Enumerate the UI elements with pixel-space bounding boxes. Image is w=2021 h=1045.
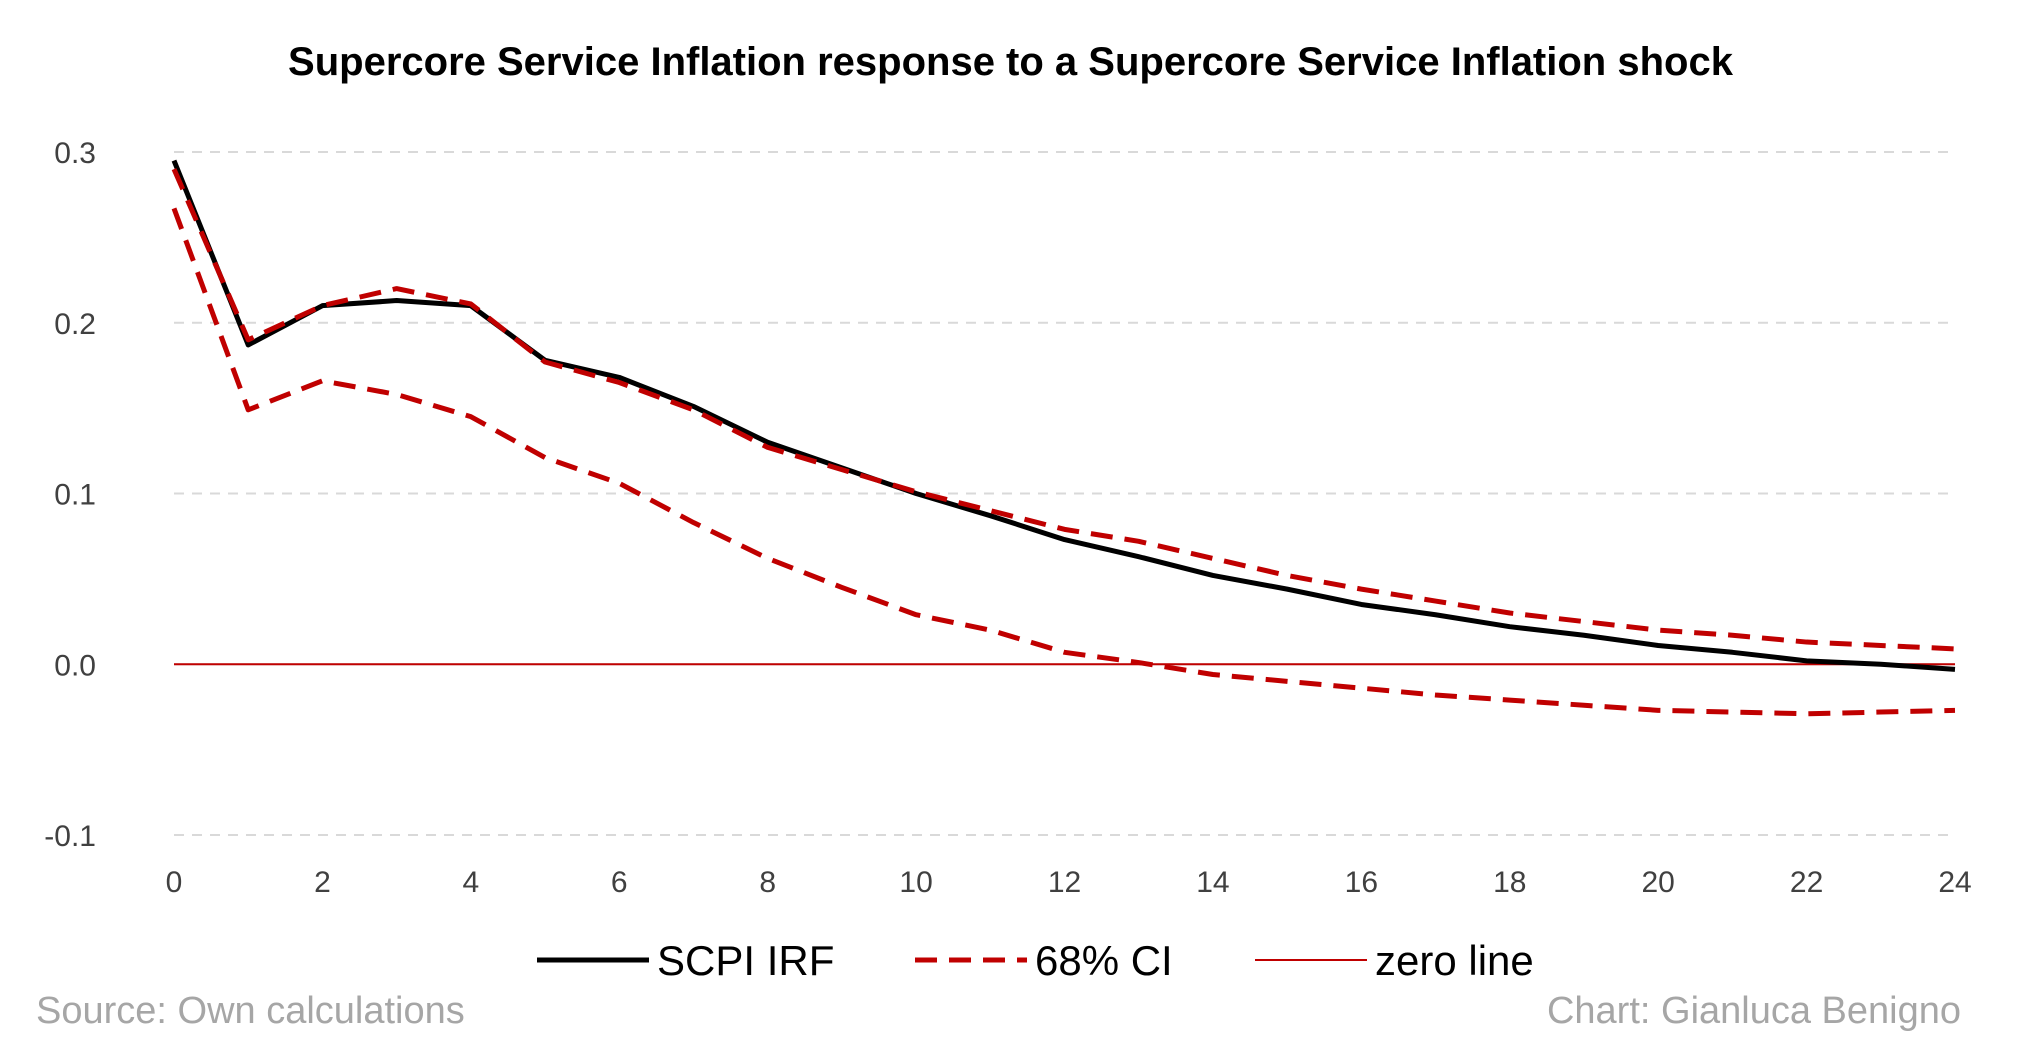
source-note: Source: Own calculations: [36, 990, 465, 1032]
legend-label: 68% CI: [1035, 937, 1173, 984]
x-tick-label: 6: [611, 866, 628, 899]
series-layer: [171, 159, 1956, 717]
x-tick-label: 16: [1345, 866, 1378, 899]
y-tick-label: 0.3: [54, 137, 96, 170]
y-tick-label: 0.0: [54, 649, 96, 682]
series-line-scpi-irf: [171, 159, 1956, 672]
chart-credit: Chart: Gianluca Benigno: [1546, 990, 1961, 1032]
x-tick-label: 14: [1196, 866, 1229, 899]
legend-label: zero line: [1375, 937, 1534, 984]
legend-item: zero line: [1255, 937, 1534, 984]
y-tick-label: 0.2: [54, 308, 96, 341]
series-line-ci-upper: [171, 168, 1956, 652]
x-tick-label: 18: [1493, 866, 1526, 899]
gridlines: [174, 151, 1955, 836]
x-tick-label: 8: [759, 866, 776, 899]
legend-item: SCPI IRF: [537, 937, 834, 984]
x-tick-label: 24: [1938, 866, 1971, 899]
x-tick-label: 22: [1790, 866, 1823, 899]
legend: SCPI IRF 68% CI zero line: [537, 937, 1534, 984]
y-tick-label: 0.1: [54, 479, 96, 512]
chart-title: Supercore Service Inflation response to …: [288, 40, 1733, 84]
legend-item: 68% CI: [915, 937, 1173, 984]
x-tick-label: 0: [166, 866, 183, 899]
x-axis-tick-labels: 0 2 4 6 8 10 12 14 16 18 20 22 24: [166, 866, 1972, 899]
x-tick-label: 20: [1641, 866, 1674, 899]
series-line-ci-lower: [171, 207, 1956, 717]
y-tick-label: -0.1: [44, 820, 96, 853]
y-axis-tick-labels: 0.3 0.2 0.1 0.0 -0.1: [44, 137, 96, 853]
x-tick-label: 4: [462, 866, 479, 899]
x-tick-label: 2: [314, 866, 331, 899]
x-tick-label: 10: [899, 866, 932, 899]
x-tick-label: 12: [1048, 866, 1081, 899]
legend-label: SCPI IRF: [657, 937, 834, 984]
